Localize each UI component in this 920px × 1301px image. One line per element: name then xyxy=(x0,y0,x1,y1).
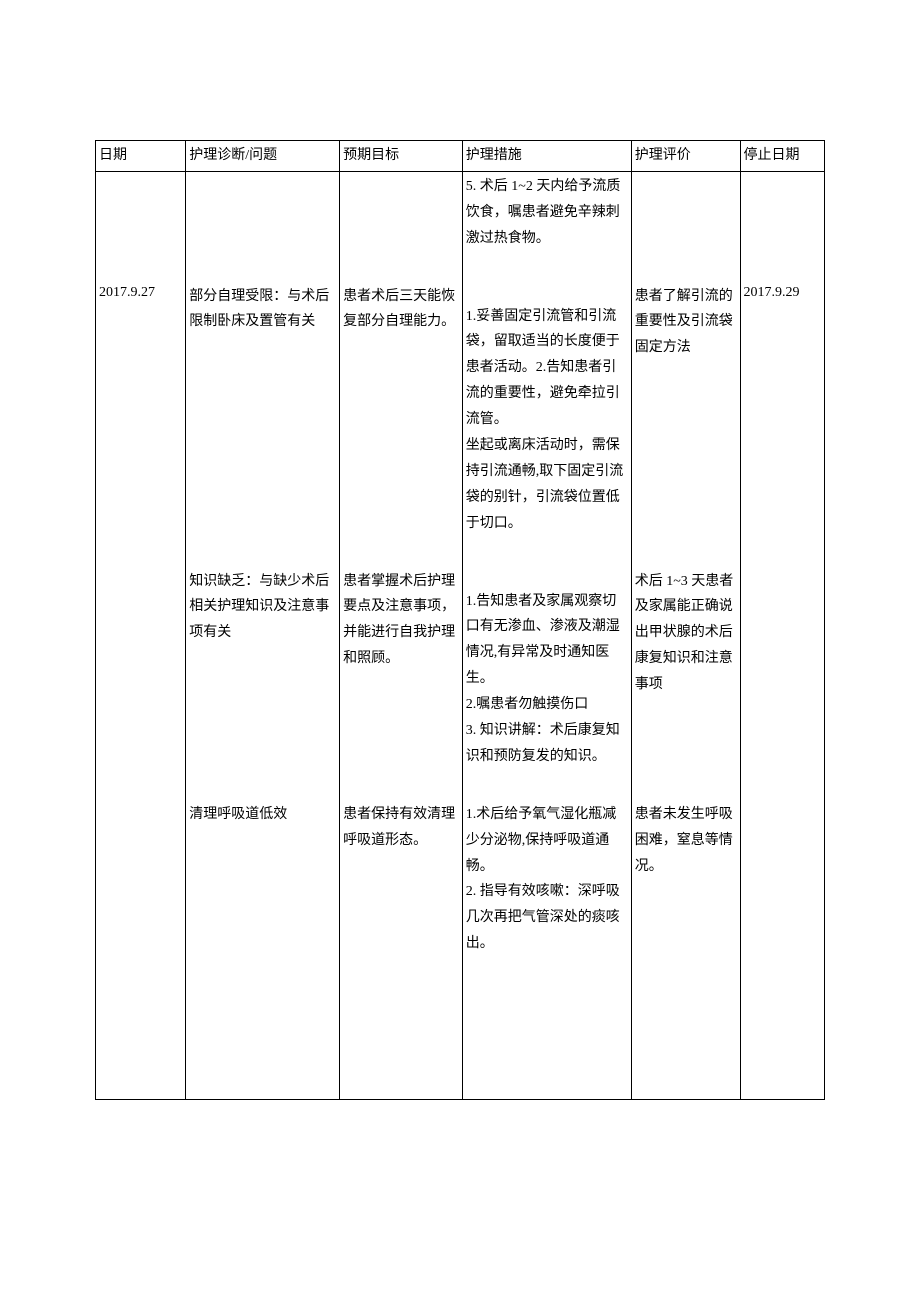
header-date: 日期 xyxy=(96,141,186,172)
table-row: 清理呼吸道低效 患者保持有效清理呼吸道形态。 1.术后给予氧气湿化瓶减少分泌物,… xyxy=(96,800,825,1100)
cell-goal: 患者掌握术后护理要点及注意事项，并能进行自我护理和照顾。 xyxy=(340,567,463,800)
cell-diagnosis xyxy=(186,171,340,281)
cell-goal: 患者术后三天能恢复部分自理能力。 xyxy=(340,282,463,567)
cell-diagnosis: 清理呼吸道低效 xyxy=(186,800,340,1100)
cell-diagnosis: 部分自理受限：与术后限制卧床及置管有关 xyxy=(186,282,340,567)
cell-evaluation: 患者未发生呼吸困难，窒息等情况。 xyxy=(631,800,740,1100)
cell-action: 1.告知患者及家属观察切口有无渗血、渗液及潮湿情况,有异常及时通知医生。 2.嘱… xyxy=(462,567,631,800)
cell-stop: 2017.9.29 xyxy=(740,171,825,1099)
cell-action: 5. 术后 1~2 天内给予流质饮食，嘱患者避免辛辣刺激过热食物。 xyxy=(462,171,631,281)
cell-evaluation: 术后 1~3 天患者及家属能正确说出甲状腺的术后康复知识和注意事项 xyxy=(631,567,740,800)
header-diagnosis: 护理诊断/问题 xyxy=(186,141,340,172)
table-row: 知识缺乏：与缺少术后相关护理知识及注意事项有关 患者掌握术后护理要点及注意事项，… xyxy=(96,567,825,800)
table-row: 2017.9.27 5. 术后 1~2 天内给予流质饮食，嘱患者避免辛辣刺激过热… xyxy=(96,171,825,281)
table-row: 部分自理受限：与术后限制卧床及置管有关 患者术后三天能恢复部分自理能力。 1.妥… xyxy=(96,282,825,567)
cell-action: 1.术后给予氧气湿化瓶减少分泌物,保持呼吸道通畅。 2. 指导有效咳嗽：深呼吸几… xyxy=(462,800,631,1100)
cell-goal: 患者保持有效清理呼吸道形态。 xyxy=(340,800,463,1100)
cell-goal xyxy=(340,171,463,281)
header-action: 护理措施 xyxy=(462,141,631,172)
cell-diagnosis: 知识缺乏：与缺少术后相关护理知识及注意事项有关 xyxy=(186,567,340,800)
header-goal: 预期目标 xyxy=(340,141,463,172)
cell-date: 2017.9.27 xyxy=(96,171,186,1099)
cell-evaluation: 患者了解引流的重要性及引流袋固定方法 xyxy=(631,282,740,567)
nursing-care-plan-table: 日期 护理诊断/问题 预期目标 护理措施 护理评价 停止日期 2017.9.27… xyxy=(95,140,825,1100)
table-header-row: 日期 护理诊断/问题 预期目标 护理措施 护理评价 停止日期 xyxy=(96,141,825,172)
cell-evaluation xyxy=(631,171,740,281)
cell-action: 1.妥善固定引流管和引流袋，留取适当的长度便于患者活动。2.告知患者引流的重要性… xyxy=(462,282,631,567)
header-stop: 停止日期 xyxy=(740,141,825,172)
header-evaluation: 护理评价 xyxy=(631,141,740,172)
